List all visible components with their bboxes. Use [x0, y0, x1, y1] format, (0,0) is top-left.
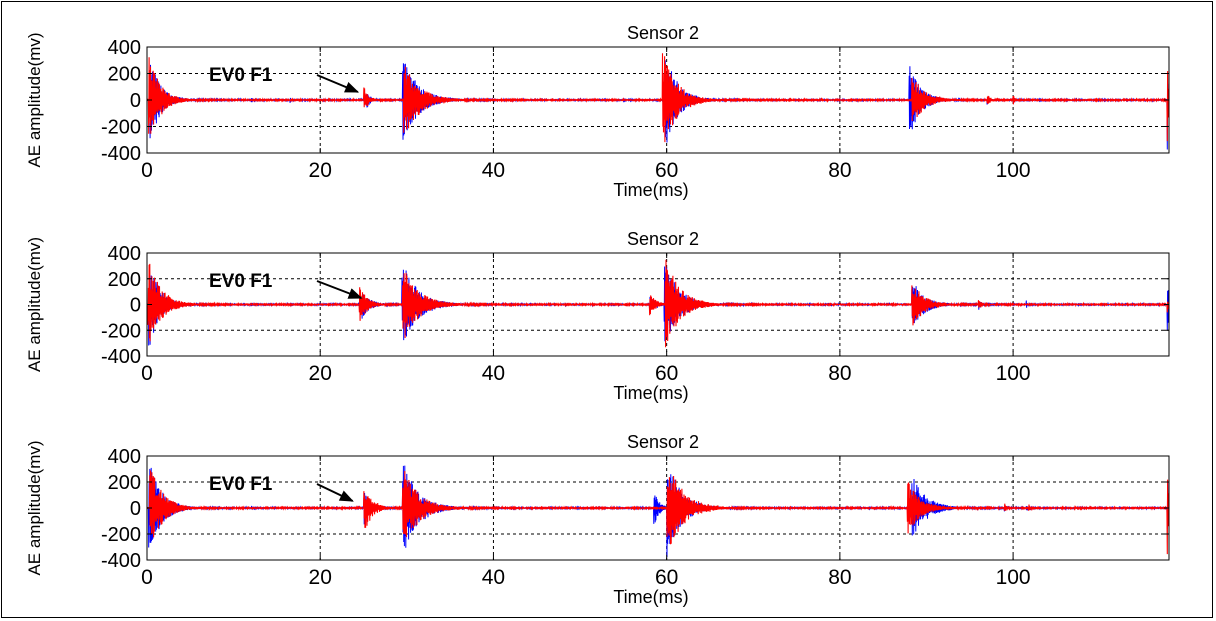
y-tick-label: 200 — [108, 472, 141, 494]
y-tick-label: -400 — [101, 550, 141, 572]
x-tick-label: 20 — [309, 362, 332, 385]
x-tick-label: 40 — [482, 566, 505, 589]
signal-series-red — [147, 470, 1169, 555]
subplot-title: Sensor 2 — [627, 23, 699, 43]
y-tick-label: 400 — [108, 446, 141, 468]
y-tick-label: -400 — [101, 143, 141, 165]
x-tick-label: 40 — [482, 362, 505, 385]
x-tick-label: 60 — [655, 566, 678, 589]
y-tick-label: -400 — [101, 346, 141, 368]
signal-series-red — [147, 53, 1169, 143]
annotation-label: EV0 F1 — [209, 271, 273, 292]
y-tick-label: 400 — [108, 37, 141, 59]
x-tick-label: 0 — [141, 159, 153, 182]
x-tick-label: 40 — [482, 159, 505, 182]
y-tick-label: 200 — [108, 269, 141, 291]
annotation-arrow — [316, 280, 363, 299]
y-tick-label: -200 — [101, 320, 141, 342]
x-tick-label: 80 — [828, 159, 851, 182]
annotation-label: EV0 F1 — [209, 474, 273, 495]
x-axis-label: Time(ms) — [613, 587, 688, 607]
y-tick-label: 0 — [130, 498, 141, 520]
y-axis-label: AE amplitude(mv) — [25, 32, 44, 167]
y-tick-label: 0 — [130, 295, 141, 317]
subplot-title: Sensor 2 — [627, 432, 699, 452]
y-tick-label: 200 — [108, 64, 141, 86]
subplot-title: Sensor 2 — [627, 229, 699, 249]
annotation-label: EV0 F1 — [209, 65, 273, 86]
x-tick-label: 80 — [828, 362, 851, 385]
x-tick-label: 100 — [996, 566, 1031, 589]
y-tick-label: -200 — [101, 524, 141, 546]
y-tick-label: -200 — [101, 117, 141, 139]
x-tick-label: 100 — [996, 362, 1031, 385]
x-axis-label: Time(ms) — [613, 180, 688, 200]
x-tick-label: 60 — [655, 159, 678, 182]
signal-series-red — [147, 259, 1169, 348]
x-tick-label: 0 — [141, 566, 153, 589]
annotation-arrow — [316, 483, 354, 502]
annotation-arrow — [316, 74, 360, 93]
x-axis-label: Time(ms) — [613, 383, 688, 403]
y-tick-label: 400 — [108, 243, 141, 265]
x-tick-label: 20 — [309, 566, 332, 589]
x-tick-label: 100 — [996, 159, 1031, 182]
y-axis-label: AE amplitude(mv) — [25, 237, 44, 372]
x-tick-label: 80 — [828, 566, 851, 589]
y-tick-label: 0 — [130, 90, 141, 112]
x-tick-label: 20 — [309, 159, 332, 182]
x-tick-label: 60 — [655, 362, 678, 385]
x-tick-label: 0 — [141, 362, 153, 385]
y-axis-label: AE amplitude(mv) — [25, 440, 44, 575]
